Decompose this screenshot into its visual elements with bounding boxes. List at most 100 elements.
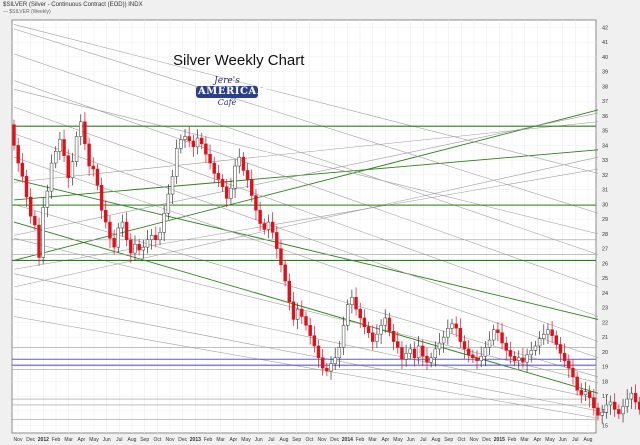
y-tick-label: 29: [602, 217, 608, 223]
x-tick-label: Feb: [52, 437, 61, 443]
candle-body: [329, 363, 333, 372]
candle-body: [475, 357, 479, 361]
chart-title: Silver Weekly Chart: [173, 52, 305, 69]
candle-body: [229, 187, 233, 199]
candle-body: [379, 325, 383, 335]
candle-body: [87, 143, 91, 167]
candles: [12, 111, 640, 425]
logo-line-1: Jere's: [214, 76, 240, 86]
candle-body: [412, 348, 417, 359]
candle-body: [166, 193, 171, 214]
candle-body: [629, 392, 634, 400]
y-tick-label: 38: [602, 84, 608, 90]
candle-body: [433, 348, 438, 359]
x-tick-label: Jul: [268, 437, 274, 443]
candle-body: [162, 212, 166, 233]
candle-body: [99, 184, 104, 211]
y-tick-label: 32: [602, 173, 608, 179]
candle-body: [54, 151, 58, 164]
x-tick-label: Jun: [559, 437, 567, 443]
y-tick-label: 26: [602, 261, 608, 267]
candle-body: [437, 342, 442, 350]
trendline: [13, 53, 599, 255]
candle-body: [174, 148, 179, 177]
candle-body: [416, 345, 421, 359]
candle-body: [600, 412, 604, 416]
x-tick-label: Jul: [420, 437, 426, 443]
candle-body: [462, 341, 467, 350]
trendline: [13, 24, 599, 174]
x-tick-label: Mar: [368, 437, 377, 443]
candle-body: [504, 342, 508, 351]
x-tick-label: Feb: [204, 437, 213, 443]
candle-body: [258, 210, 262, 224]
candle-body: [612, 401, 617, 410]
candle-body: [316, 345, 321, 359]
candle-body: [74, 136, 79, 162]
candle-body: [554, 335, 558, 345]
candle-body: [529, 350, 533, 356]
y-tick-label: 23: [602, 306, 608, 312]
candle-body: [91, 165, 95, 170]
y-tick-label: 30: [602, 202, 608, 208]
candle-body: [571, 367, 575, 378]
candle-body: [458, 328, 463, 342]
candle-body: [525, 354, 529, 363]
candle-body: [183, 136, 187, 140]
candle-body: [225, 186, 229, 199]
x-tick-label: Dec: [482, 437, 491, 443]
candle-body: [425, 356, 429, 363]
candle-body: [408, 348, 412, 354]
candle-body: [129, 239, 133, 254]
x-tick-label: Aug: [128, 437, 137, 443]
x-tick-label: Mar: [520, 437, 529, 443]
candle-body: [479, 356, 483, 361]
x-tick-label: Nov: [318, 437, 327, 443]
candle-body: [141, 246, 146, 251]
candle-body: [471, 354, 475, 359]
y-tick-label: 31: [602, 188, 608, 194]
x-tick-label: 2013: [190, 437, 201, 443]
candle-body: [537, 338, 542, 347]
candle-body: [383, 317, 387, 326]
x-tick-label: Jun: [407, 437, 415, 443]
candle-body: [250, 179, 254, 196]
candle-body: [308, 325, 312, 336]
candle-body: [625, 398, 629, 407]
y-tick-label: 18: [602, 379, 608, 385]
symbol-header: $SILVER (Silver - Continuous Contract (E…: [3, 2, 143, 8]
candle-body: [583, 391, 588, 395]
candle-body: [533, 345, 538, 351]
indicator-legend: — $SILVER (Weekly): [3, 9, 51, 15]
candle-body: [400, 347, 404, 360]
candle-body: [300, 308, 304, 317]
logo-line-3: Café: [217, 98, 237, 107]
y-tick-label: 35: [602, 129, 608, 135]
candle-body: [241, 156, 246, 171]
x-tick-label: May: [393, 437, 403, 443]
candle-body: [279, 248, 283, 266]
x-tick-label: 2014: [342, 437, 353, 443]
candle-body: [275, 232, 279, 249]
candle-body: [487, 339, 492, 348]
candle-body: [604, 404, 609, 413]
y-tick-label: 41: [602, 40, 608, 46]
candle-body: [83, 121, 87, 145]
candle-body: [542, 333, 546, 339]
candle-body: [283, 264, 287, 282]
candle-body: [212, 162, 216, 174]
candle-body: [441, 336, 446, 344]
candle-body: [112, 238, 116, 248]
candle-body: [262, 223, 266, 230]
candle-body: [617, 409, 621, 415]
candle-body: [104, 210, 108, 223]
candle-body: [58, 139, 62, 152]
y-tick-label: 17: [602, 394, 608, 400]
candle-body: [12, 124, 16, 146]
y-tick-label: 39: [602, 70, 608, 76]
candle-body: [562, 353, 567, 361]
logo-line-2: AMERICAIN: [196, 86, 272, 98]
trendline: [13, 112, 599, 236]
candle-body: [608, 401, 613, 406]
